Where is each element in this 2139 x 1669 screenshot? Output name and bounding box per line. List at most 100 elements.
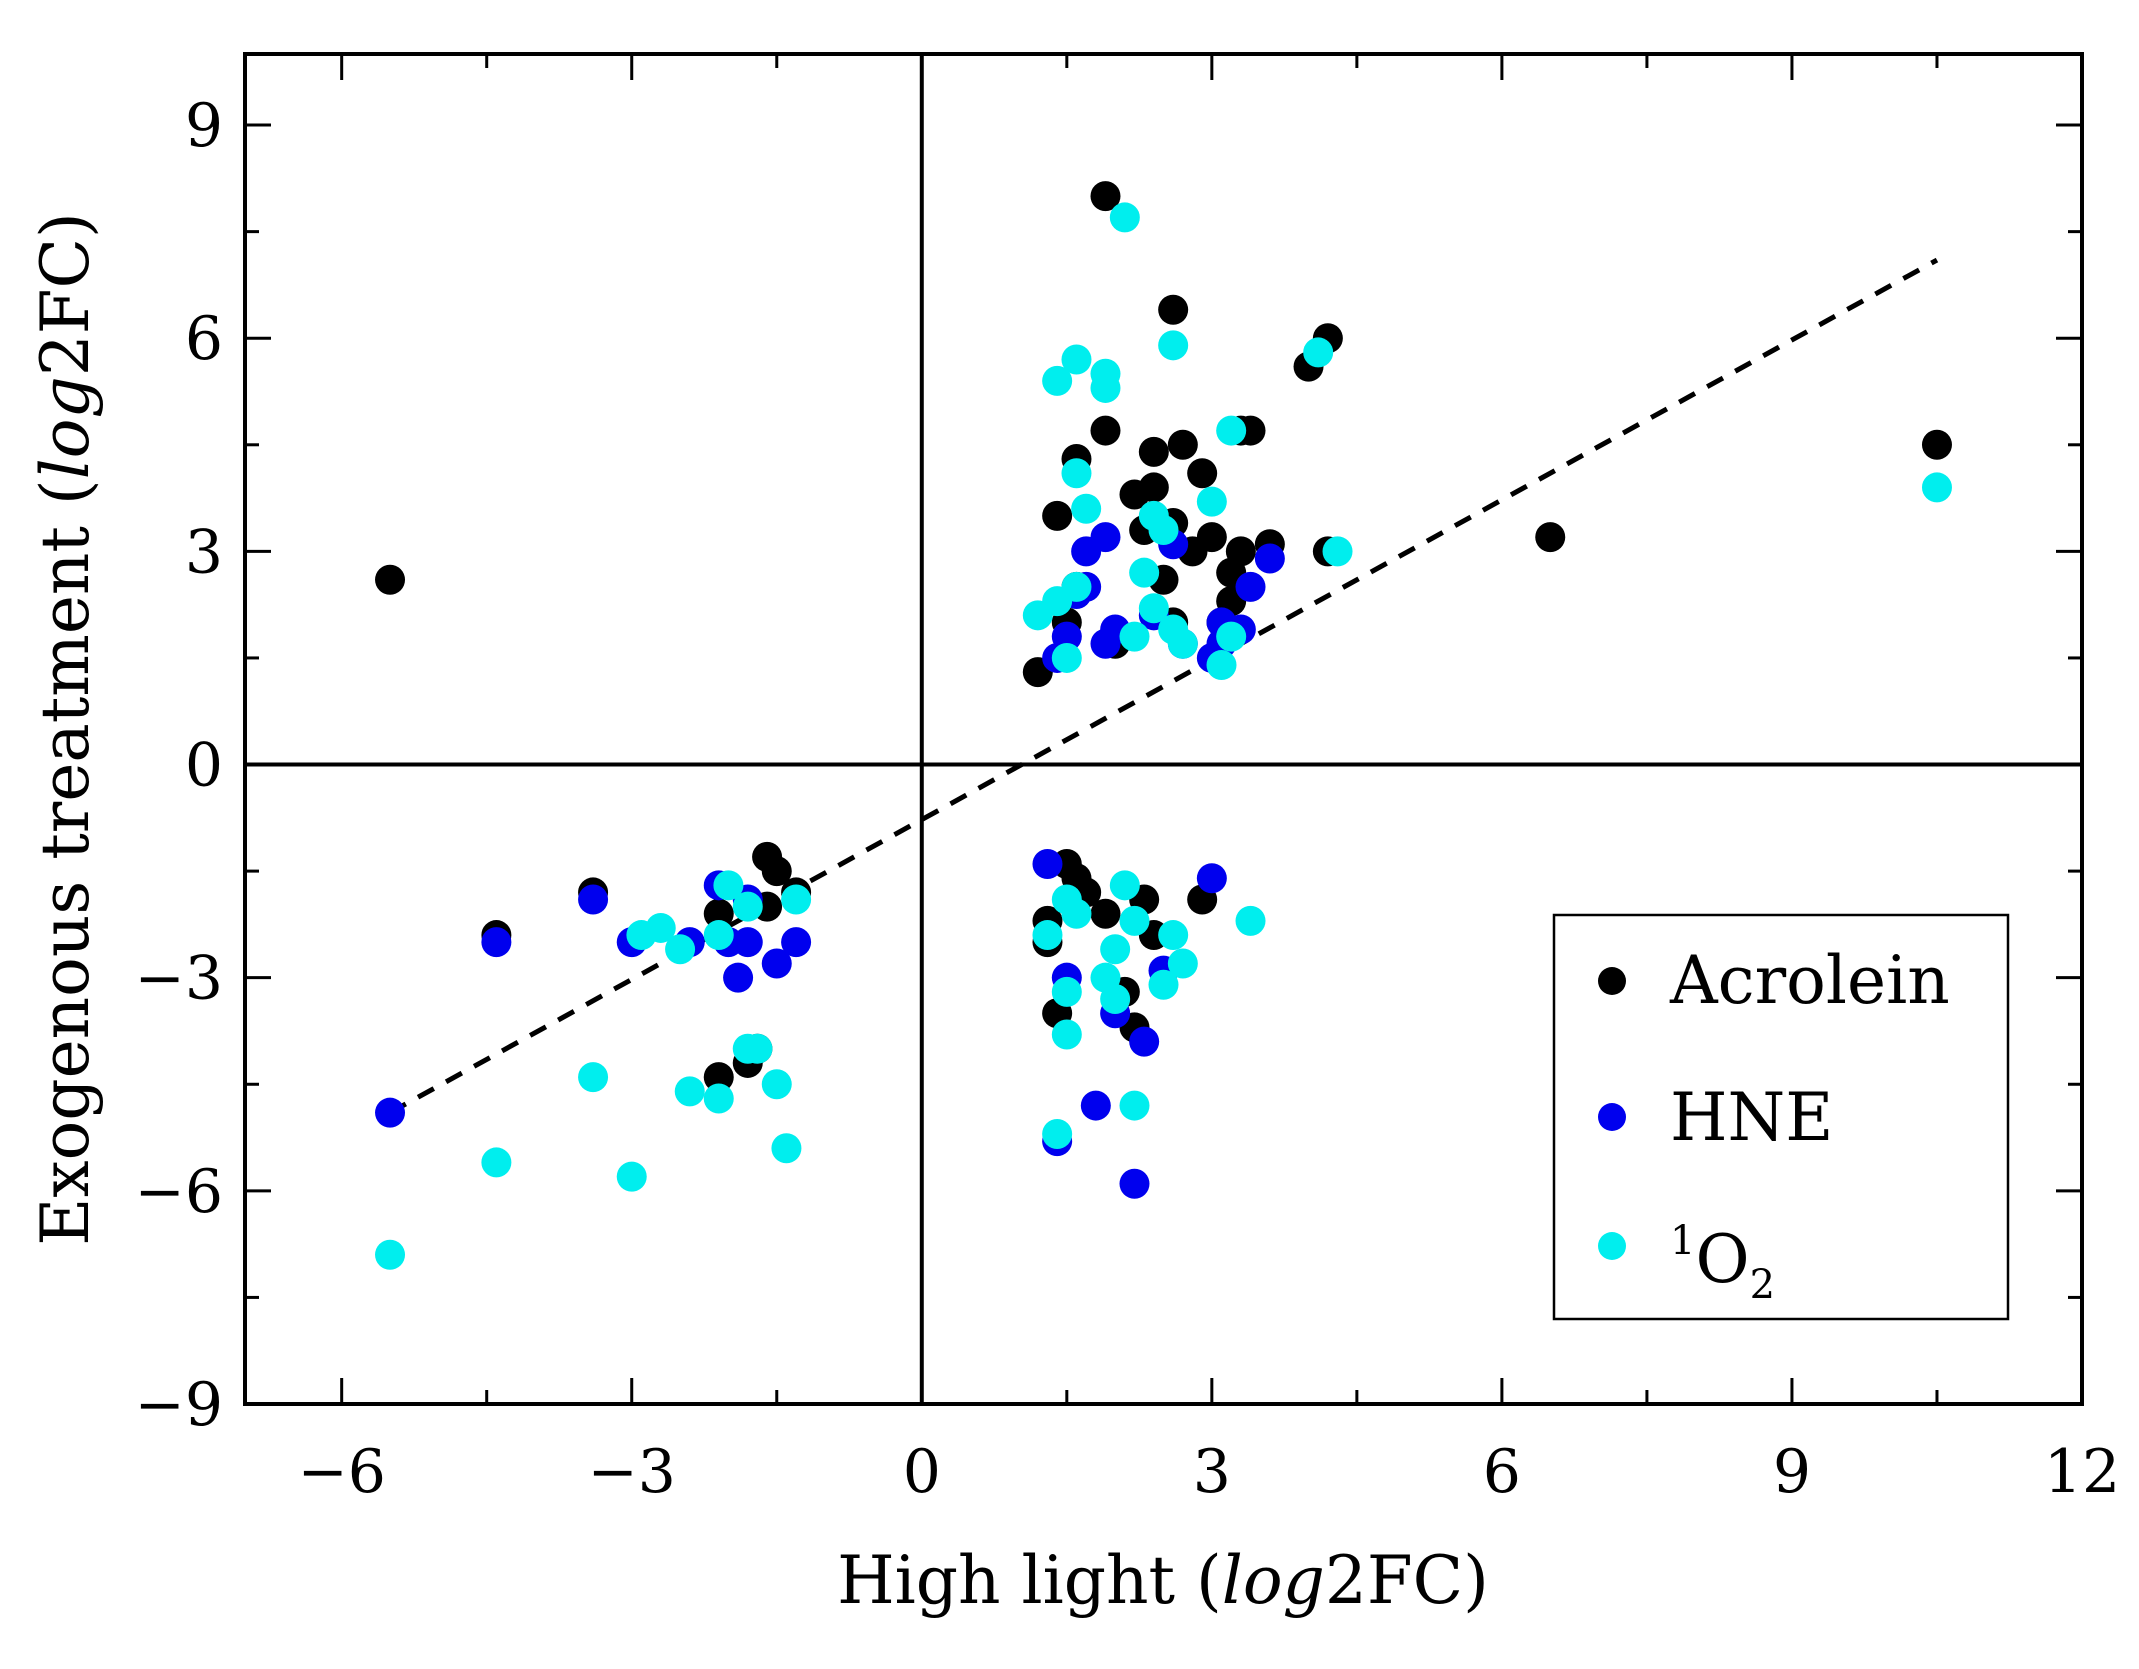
point-singlet-oxygen bbox=[742, 1033, 773, 1064]
point-hne bbox=[1032, 849, 1063, 879]
point-singlet-oxygen bbox=[713, 870, 744, 901]
point-hne bbox=[1051, 621, 1082, 652]
y-axis-title: Exogenous treatment (log2FC) bbox=[27, 212, 104, 1246]
fit-line-group bbox=[388, 257, 1939, 1115]
point-singlet-oxygen bbox=[645, 912, 676, 943]
point-singlet-oxygen bbox=[481, 1147, 512, 1178]
point-singlet-oxygen bbox=[703, 920, 734, 951]
point-acrolein bbox=[1090, 898, 1121, 929]
y-tick-label: 3 bbox=[185, 517, 223, 587]
point-hne bbox=[1119, 1168, 1150, 1199]
point-hne bbox=[1090, 522, 1121, 553]
point-singlet-oxygen bbox=[1167, 628, 1198, 659]
legend-box bbox=[1552, 913, 2010, 1321]
point-singlet-oxygen bbox=[375, 1239, 406, 1270]
point-singlet-oxygen bbox=[1051, 976, 1082, 1007]
point-acrolein bbox=[761, 856, 792, 887]
point-singlet-oxygen bbox=[1138, 593, 1169, 624]
point-acrolein bbox=[375, 564, 406, 595]
point-singlet-oxygen bbox=[771, 1133, 802, 1164]
point-hne bbox=[375, 1097, 406, 1128]
legend-marker-acrolein bbox=[1598, 967, 1626, 995]
x-tick-label: 0 bbox=[903, 1437, 941, 1507]
point-acrolein bbox=[1138, 436, 1169, 467]
point-hne bbox=[1254, 543, 1285, 574]
point-hne bbox=[723, 962, 754, 993]
y-tick-label: −9 bbox=[135, 1370, 223, 1440]
point-singlet-oxygen bbox=[1042, 1119, 1073, 1149]
point-singlet-oxygen bbox=[1148, 969, 1179, 1000]
point-singlet-oxygen bbox=[1216, 415, 1247, 446]
point-acrolein bbox=[1196, 522, 1227, 553]
point-singlet-oxygen bbox=[732, 891, 763, 922]
x-tick-label: 3 bbox=[1193, 1437, 1231, 1507]
point-singlet-oxygen bbox=[1148, 515, 1179, 546]
legend-marker-hne bbox=[1598, 1103, 1626, 1131]
point-hne bbox=[1196, 863, 1227, 894]
point-singlet-oxygen bbox=[1061, 458, 1092, 489]
point-singlet-oxygen bbox=[781, 884, 812, 915]
point-acrolein bbox=[1090, 181, 1121, 212]
point-singlet-oxygen bbox=[1303, 337, 1334, 368]
y-tick-label: −6 bbox=[135, 1157, 223, 1227]
legend: Acrolein HNE 1O2 bbox=[1552, 913, 2010, 1321]
axis-tick-labels: −6 −3 0 3 6 9 12 −9 −6 −3 0 3 6 9 bbox=[135, 91, 2121, 1507]
point-singlet-oxygen bbox=[1158, 920, 1189, 951]
x-tick-label: 9 bbox=[1773, 1437, 1811, 1507]
point-singlet-oxygen bbox=[1921, 472, 1952, 503]
point-hne bbox=[1235, 571, 1266, 602]
point-singlet-oxygen bbox=[1061, 898, 1092, 929]
y-tick-label: 9 bbox=[185, 91, 223, 161]
point-singlet-oxygen bbox=[1206, 650, 1237, 681]
point-hne bbox=[481, 927, 512, 958]
point-acrolein bbox=[703, 898, 734, 929]
point-acrolein bbox=[1187, 458, 1218, 489]
point-singlet-oxygen bbox=[1322, 536, 1353, 567]
point-hne bbox=[1080, 1090, 1111, 1121]
y-tick-label: −3 bbox=[135, 944, 223, 1014]
zero-lines bbox=[245, 54, 2082, 1404]
point-singlet-oxygen bbox=[1100, 984, 1131, 1014]
point-acrolein bbox=[1225, 536, 1256, 567]
point-singlet-oxygen bbox=[1119, 905, 1150, 936]
point-singlet-oxygen bbox=[1119, 621, 1150, 652]
point-singlet-oxygen bbox=[1051, 642, 1082, 673]
point-acrolein bbox=[1090, 415, 1121, 446]
point-acrolein bbox=[1042, 500, 1073, 531]
point-singlet-oxygen bbox=[761, 1069, 792, 1100]
point-singlet-oxygen bbox=[1196, 486, 1227, 517]
point-singlet-oxygen bbox=[1235, 905, 1266, 936]
point-hne bbox=[781, 927, 812, 958]
point-singlet-oxygen bbox=[1051, 1019, 1082, 1050]
x-tick-label: −6 bbox=[297, 1437, 385, 1507]
legend-label-hne: HNE bbox=[1670, 1079, 1834, 1156]
data-points bbox=[375, 181, 1952, 1270]
x-tick-label: −3 bbox=[588, 1437, 676, 1507]
series-singlet-oxygen bbox=[375, 202, 1952, 1270]
point-singlet-oxygen bbox=[1109, 202, 1140, 233]
point-singlet-oxygen bbox=[1119, 1090, 1150, 1121]
y-tick-label: 6 bbox=[185, 304, 223, 374]
x-tick-label: 6 bbox=[1483, 1437, 1521, 1507]
point-singlet-oxygen bbox=[703, 1083, 734, 1114]
series-hne bbox=[375, 522, 1285, 1199]
point-singlet-oxygen bbox=[1032, 920, 1063, 951]
point-acrolein bbox=[1138, 472, 1169, 503]
point-singlet-oxygen bbox=[674, 1076, 705, 1107]
y-tick-label: 0 bbox=[185, 731, 223, 801]
point-singlet-oxygen bbox=[1129, 557, 1160, 588]
point-acrolein bbox=[1167, 429, 1198, 460]
point-acrolein bbox=[1535, 522, 1566, 553]
x-tick-label: 12 bbox=[2044, 1437, 2120, 1507]
point-acrolein bbox=[703, 1062, 734, 1093]
point-acrolein bbox=[1921, 429, 1952, 460]
point-hne bbox=[732, 927, 763, 958]
point-hne bbox=[1129, 1026, 1160, 1057]
point-singlet-oxygen bbox=[1109, 870, 1140, 901]
point-singlet-oxygen bbox=[1061, 571, 1092, 602]
legend-label-singlet-oxygen: 1O2 bbox=[1670, 1218, 1775, 1308]
point-singlet-oxygen bbox=[665, 934, 696, 965]
point-acrolein bbox=[1158, 294, 1189, 325]
point-singlet-oxygen bbox=[1061, 344, 1092, 375]
